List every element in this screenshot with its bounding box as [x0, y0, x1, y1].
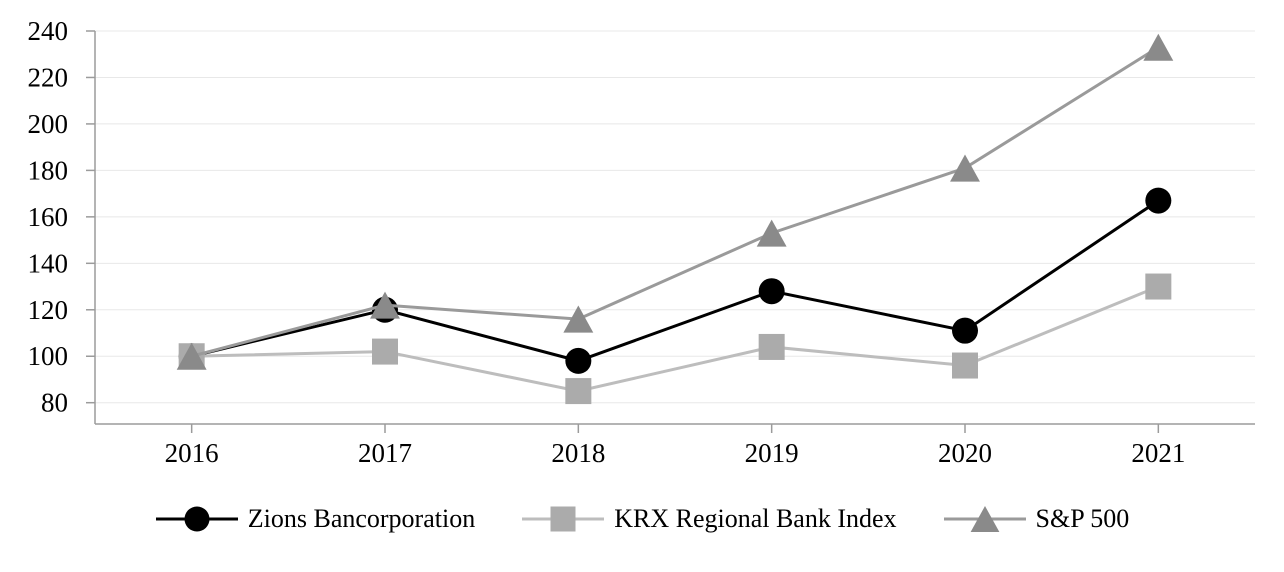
x-axis-label-2017: 2017	[358, 438, 412, 468]
data-point-s-p-500-2018	[563, 305, 594, 333]
x-axis-label-2016: 2016	[165, 438, 219, 468]
y-axis-label-160: 160	[28, 202, 69, 232]
legend-item-zions-bancorporation: Zions Bancorporation	[155, 501, 475, 537]
data-point-s-p-500-2016	[176, 342, 207, 370]
y-axis-label-140: 140	[28, 248, 69, 278]
data-point-krx-regional-bank-index-2018	[565, 378, 592, 405]
legend-sample-marker	[970, 506, 999, 532]
y-axis-label-220: 220	[28, 62, 69, 92]
x-axis-label-2021: 2021	[1131, 438, 1185, 468]
x-axis-label-2019: 2019	[745, 438, 799, 468]
x-axis-label-2018: 2018	[551, 438, 605, 468]
legend-marker-square-icon	[522, 506, 605, 532]
legend-label: Zions Bancorporation	[247, 504, 476, 533]
data-point-krx-regional-bank-index-2017	[372, 338, 398, 365]
legend-item-sp-500: S&P 500	[943, 501, 1130, 537]
y-axis-label-120: 120	[28, 295, 69, 325]
y-axis-label-180: 180	[28, 155, 69, 185]
chart-plot-area: 80 100 120 140 160 180 200 220 240 2016 2017 2018 20…	[28, 16, 1255, 468]
legend-marker-circle-icon	[155, 506, 238, 532]
chart-legend: Zions Bancorporation KRX Regional Bank I…	[0, 497, 1284, 541]
data-point-zions-bancorporation-2021	[1145, 187, 1172, 214]
y-axis-label-100: 100	[28, 341, 69, 371]
x-axis-label-2020: 2020	[938, 438, 992, 468]
series-line-s-p-500	[191, 45, 1160, 358]
legend-item-krx-regional-bank-index: KRX Regional Bank Index	[521, 501, 897, 537]
legend-sample-marker	[550, 506, 576, 532]
data-point-krx-regional-bank-index-2021	[1145, 273, 1172, 300]
y-axis-label-200: 200	[28, 109, 69, 139]
data-point-krx-regional-bank-index-2020	[952, 352, 978, 379]
data-point-s-p-500-2017	[370, 291, 400, 319]
data-point-zions-bancorporation-2020	[952, 317, 978, 344]
legend-label: KRX Regional Bank Index	[614, 504, 897, 533]
data-point-s-p-500-2019	[756, 219, 787, 247]
legend-marker-triangle-icon	[943, 506, 1026, 532]
data-point-zions-bancorporation-2018	[565, 347, 592, 374]
series-line-zions-bancorporation	[191, 199, 1160, 363]
data-point-krx-regional-bank-index-2019	[758, 333, 785, 360]
y-axis-label-240: 240	[28, 16, 69, 46]
data-point-s-p-500-2021	[1143, 33, 1174, 61]
y-axis-label-80: 80	[41, 388, 68, 418]
data-point-zions-bancorporation-2019	[758, 278, 785, 305]
legend-label: S&P 500	[1035, 504, 1130, 533]
series-line-krx-regional-bank-index	[191, 285, 1159, 393]
legend-sample-marker	[184, 506, 210, 532]
data-point-s-p-500-2020	[950, 154, 980, 182]
